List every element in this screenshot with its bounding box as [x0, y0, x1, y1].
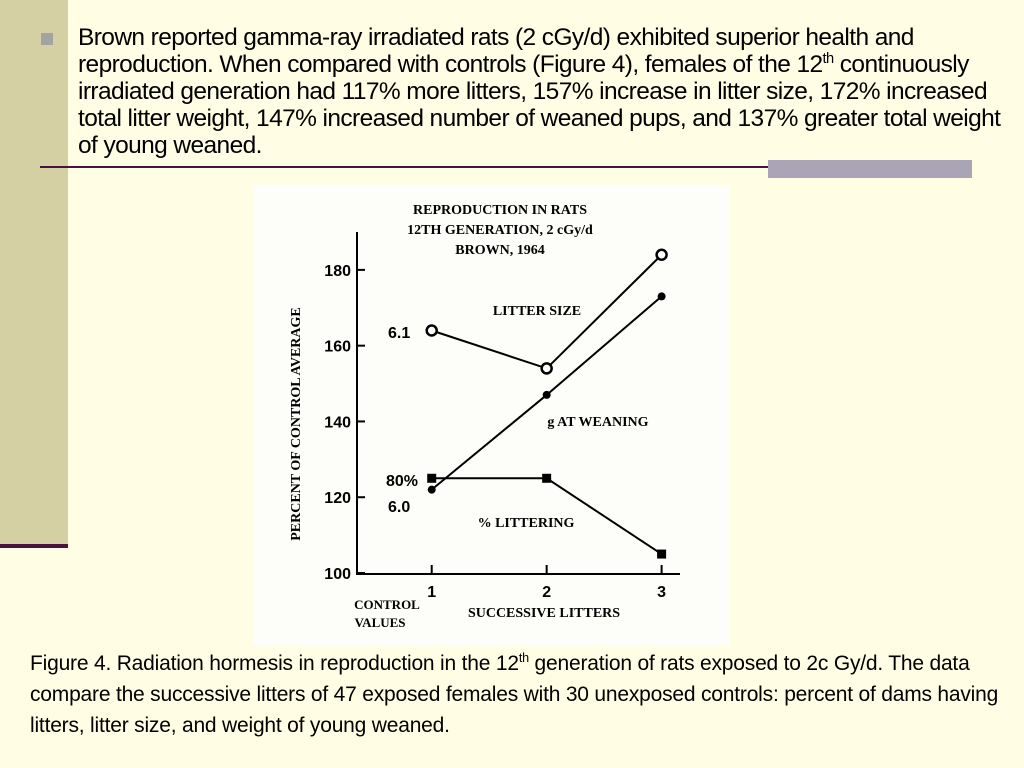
x-tick-label: 2	[542, 584, 551, 601]
bullet-text: Brown reported gamma-ray irradiated rats…	[78, 24, 1023, 159]
annotation: 6.1	[388, 325, 410, 342]
x-tick-label: 3	[657, 584, 666, 601]
series-label: % LITTERING	[478, 516, 575, 531]
superscript: th	[822, 50, 835, 67]
point	[542, 390, 551, 399]
text: Figure 4. Radiation hormesis in reproduc…	[30, 652, 519, 675]
point	[427, 485, 436, 494]
chart-title: BROWN, 1964	[455, 243, 544, 258]
text: continuously irradiated generation had 1…	[78, 51, 1001, 159]
accent-bar	[768, 160, 972, 178]
x-tick-label: 1	[427, 584, 436, 601]
y-tick-label: 100	[324, 566, 351, 583]
annotation: VALUES	[354, 615, 405, 630]
y-tick-label: 160	[324, 339, 351, 356]
point	[657, 549, 667, 559]
title-rule	[40, 166, 972, 168]
superscript: th	[518, 651, 529, 665]
text: generation of rats exposed to 2c Gy/d. T…	[30, 652, 999, 737]
series-label: LITTER SIZE	[493, 304, 581, 319]
point	[657, 292, 666, 301]
chart-title: 12TH GENERATION, 2 cGy/d	[407, 223, 593, 238]
annotation: CONTROL	[354, 597, 420, 612]
text: Brown reported gamma-ray irradiated rats…	[78, 24, 914, 78]
bullet-marker	[41, 33, 53, 45]
annotation: 80%	[386, 473, 418, 490]
y-tick-label: 140	[324, 414, 351, 431]
series-label: g AT WEANING	[547, 415, 648, 430]
point	[425, 324, 438, 337]
figure-background	[253, 185, 730, 645]
y-tick-label: 180	[324, 263, 351, 280]
side-band-rule	[0, 544, 68, 548]
x-axis-label: SUCCESSIVE LITTERS	[468, 606, 620, 621]
chart-title: REPRODUCTION IN RATS	[413, 203, 587, 218]
y-axis-label: PERCENT OF CONTROL AVERAGE	[289, 307, 304, 541]
point	[540, 362, 553, 375]
point	[427, 473, 437, 483]
side-band	[0, 0, 68, 545]
point	[542, 473, 552, 483]
figure-caption: Figure 4. Radiation hormesis in reproduc…	[30, 648, 1015, 741]
annotation: 6.0	[388, 499, 410, 516]
point	[655, 248, 668, 261]
y-tick-label: 120	[324, 490, 351, 507]
